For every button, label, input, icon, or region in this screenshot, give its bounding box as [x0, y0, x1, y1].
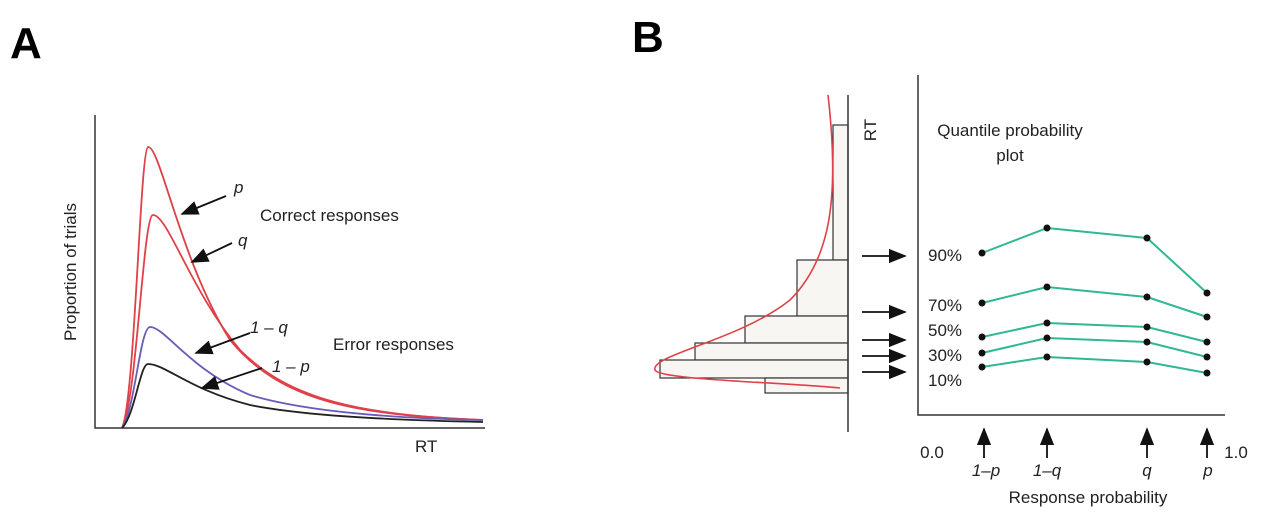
panel-a: A p q 1 – q 1 – p Correct responses Erro…: [10, 19, 485, 456]
arrow: [180, 195, 227, 215]
quantile-label: 10%: [928, 371, 962, 390]
quantile-label: 30%: [928, 346, 962, 365]
x-tick-label: 1–p: [972, 461, 1000, 480]
panel-letter: B: [632, 13, 664, 62]
axes: [94, 115, 485, 429]
curve-1-p: [121, 363, 484, 429]
plot-title: plot: [996, 146, 1024, 165]
density-curve: [654, 94, 841, 389]
curve-label: q: [238, 231, 248, 250]
curve-label: 1 – q: [250, 318, 288, 337]
group-label: Correct responses: [260, 206, 399, 225]
x-end-label: 1.0: [1224, 443, 1248, 462]
x-label: Response probability: [1009, 488, 1168, 507]
x-tick-label: 1–q: [1033, 461, 1062, 480]
panel-letter: A: [10, 19, 42, 68]
hist-bar: [744, 315, 849, 344]
hist-bar: [796, 259, 849, 317]
curve-q: [121, 214, 484, 429]
curve-label: p: [233, 178, 243, 197]
panel-b: B RT Quantile probability plot 90% 70% 5…: [632, 13, 1248, 507]
plot-title: Quantile probability: [937, 121, 1083, 140]
hist-bar: [832, 124, 849, 261]
arrow: [190, 242, 233, 263]
arrow: [194, 332, 251, 355]
quantile-lines: [978, 224, 1211, 377]
group-label: Error responses: [333, 335, 454, 354]
hist-bar: [694, 342, 849, 361]
curve-label: 1 – p: [272, 357, 310, 376]
arrow: [200, 367, 263, 390]
quantile-label: 50%: [928, 321, 962, 340]
x-tick-label: p: [1202, 461, 1212, 480]
x-label: RT: [415, 437, 437, 456]
hist-axis-label: RT: [861, 119, 880, 141]
x-end-label: 0.0: [920, 443, 944, 462]
quantile-label: 90%: [928, 246, 962, 265]
axes: [917, 75, 1225, 416]
curve-1-q: [121, 326, 484, 429]
hist-bar: [659, 359, 849, 379]
y-label: Proportion of trials: [61, 203, 80, 341]
curve-p: [121, 146, 484, 429]
x-tick-label: q: [1142, 461, 1152, 480]
quantile-label: 70%: [928, 296, 962, 315]
